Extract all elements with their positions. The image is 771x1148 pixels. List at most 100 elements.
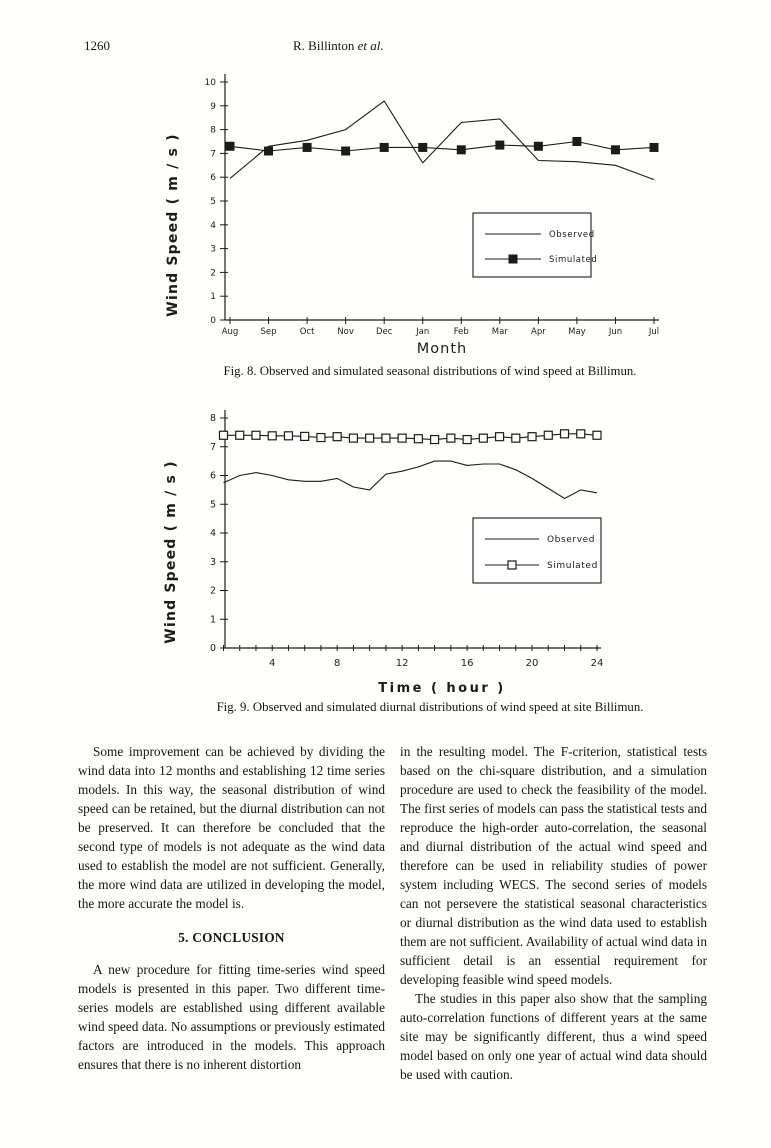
y-tick-label: 4 — [210, 528, 216, 539]
x-tick-label: May — [568, 327, 586, 337]
y-tick-label: 2 — [210, 586, 216, 597]
square-marker — [495, 140, 505, 150]
square-marker — [225, 141, 235, 151]
y-tick-label: 5 — [210, 197, 216, 207]
square-marker — [610, 145, 620, 155]
y-tick-label: 3 — [210, 245, 216, 255]
x-tick-label: Sep — [261, 327, 277, 337]
y-tick-label: 3 — [210, 557, 216, 568]
open-square-marker — [397, 433, 407, 443]
paragraph-improvement: Some improvement can be achieved by divi… — [78, 744, 385, 911]
legend-label-simulated: Simulated — [549, 255, 597, 265]
running-head: R. Billinton et al. — [293, 38, 384, 54]
open-square-marker — [478, 433, 488, 443]
square-marker — [649, 142, 659, 152]
series-simulated — [229, 140, 655, 152]
y-tick-label: 4 — [210, 221, 216, 231]
open-square-marker — [446, 433, 456, 443]
square-marker — [302, 142, 312, 152]
open-square-marker — [507, 560, 517, 570]
open-square-marker — [300, 431, 310, 442]
conclusion-heading: 5. CONCLUSION — [178, 930, 285, 945]
open-square-marker — [543, 430, 553, 440]
paragraph-conclusion-1: A new procedure for fitting time-series … — [78, 962, 385, 1072]
y-tick-label: 0 — [210, 643, 216, 654]
running-head-authors: R. Billinton — [293, 38, 358, 53]
x-tick-label: Aug — [222, 327, 239, 337]
square-marker — [508, 254, 518, 264]
running-head-etal: et al. — [357, 38, 384, 53]
x-tick-label: 20 — [526, 658, 539, 669]
series-observed — [229, 100, 655, 181]
open-square-marker — [267, 431, 277, 441]
x-tick-label: Oct — [300, 327, 315, 337]
x-tick-label: Jul — [648, 327, 659, 337]
x-tick-label: Nov — [337, 327, 354, 337]
y-tick-label: 7 — [210, 149, 216, 159]
right-column: in the resulting model. The F-criterion,… — [400, 742, 707, 1084]
series-simulated — [223, 433, 598, 441]
legend-box — [472, 517, 602, 584]
paragraph-studies: The studies in this paper also show that… — [400, 991, 707, 1082]
figure8-seasonal-chart: 0 1 2 3 4 5 6 7 8 9 10 Aug Sep Oct Nov Dec Jan Feb Mar Apr M… — [165, 74, 659, 357]
open-square-marker — [251, 430, 261, 440]
x-tick-label: Jun — [608, 327, 622, 337]
y-tick-label: 6 — [210, 471, 216, 482]
open-square-marker — [592, 430, 602, 440]
paragraph-conclusion-2: in the resulting model. The F-criterion,… — [400, 744, 707, 987]
open-square-marker — [365, 433, 375, 443]
legend-box — [472, 212, 592, 278]
y-tick-label: 10 — [205, 78, 217, 88]
x-tick-label: 8 — [334, 658, 340, 669]
legend-label-observed: Observed — [547, 535, 595, 545]
y-tick-label: 7 — [210, 442, 216, 453]
open-square-marker — [235, 430, 245, 440]
open-square-marker — [413, 434, 423, 444]
open-square-marker — [348, 433, 359, 443]
x-axis-title: Time ( hour ) — [378, 681, 506, 696]
legend-label-simulated: Simulated — [547, 561, 598, 571]
open-square-marker — [283, 431, 294, 441]
open-square-marker — [218, 430, 229, 440]
square-marker — [456, 145, 466, 155]
square-marker — [341, 146, 351, 156]
open-square-marker — [511, 433, 521, 443]
open-square-marker — [381, 433, 391, 443]
body-text: Some improvement can be achieved by divi… — [78, 742, 707, 1084]
square-marker — [379, 142, 389, 152]
open-square-marker — [559, 429, 570, 439]
y-axis-title: Wind Speed ( m / s ) — [165, 133, 181, 316]
y-tick-label: 8 — [210, 413, 216, 424]
x-axis-title: Month — [417, 341, 467, 357]
x-tick-label: Jan — [415, 327, 429, 337]
x-tick-label: 4 — [269, 658, 275, 669]
square-marker — [264, 146, 274, 156]
left-column: Some improvement can be achieved by divi… — [78, 742, 385, 1084]
page-number: 1260 — [84, 38, 110, 53]
y-tick-label: 9 — [210, 102, 216, 112]
square-marker — [572, 137, 582, 146]
x-tick-label: 24 — [591, 658, 604, 669]
figure8-caption: Fig. 8. Observed and simulated seasonal … — [223, 364, 637, 378]
y-tick-label: 0 — [210, 316, 216, 326]
open-square-marker — [316, 432, 326, 443]
x-tick-label: Apr — [531, 327, 546, 337]
open-square-marker — [527, 432, 537, 442]
x-tick-label: 16 — [461, 658, 474, 669]
y-tick-label: 5 — [210, 499, 216, 510]
open-square-marker — [462, 434, 472, 445]
open-square-marker — [494, 432, 505, 442]
x-tick-label: Feb — [454, 327, 469, 337]
square-marker — [418, 142, 428, 152]
square-marker — [533, 141, 543, 151]
y-tick-label: 1 — [210, 292, 216, 302]
y-tick-label: 8 — [210, 126, 216, 136]
open-square-marker — [430, 434, 440, 445]
open-square-marker — [332, 432, 342, 442]
y-axis-title: Wind Speed ( m / s ) — [163, 460, 179, 643]
legend-label-observed: Observed — [549, 230, 595, 240]
x-tick-label: Mar — [492, 327, 509, 337]
figure9-caption: Fig. 9. Observed and simulated diurnal d… — [216, 700, 644, 714]
